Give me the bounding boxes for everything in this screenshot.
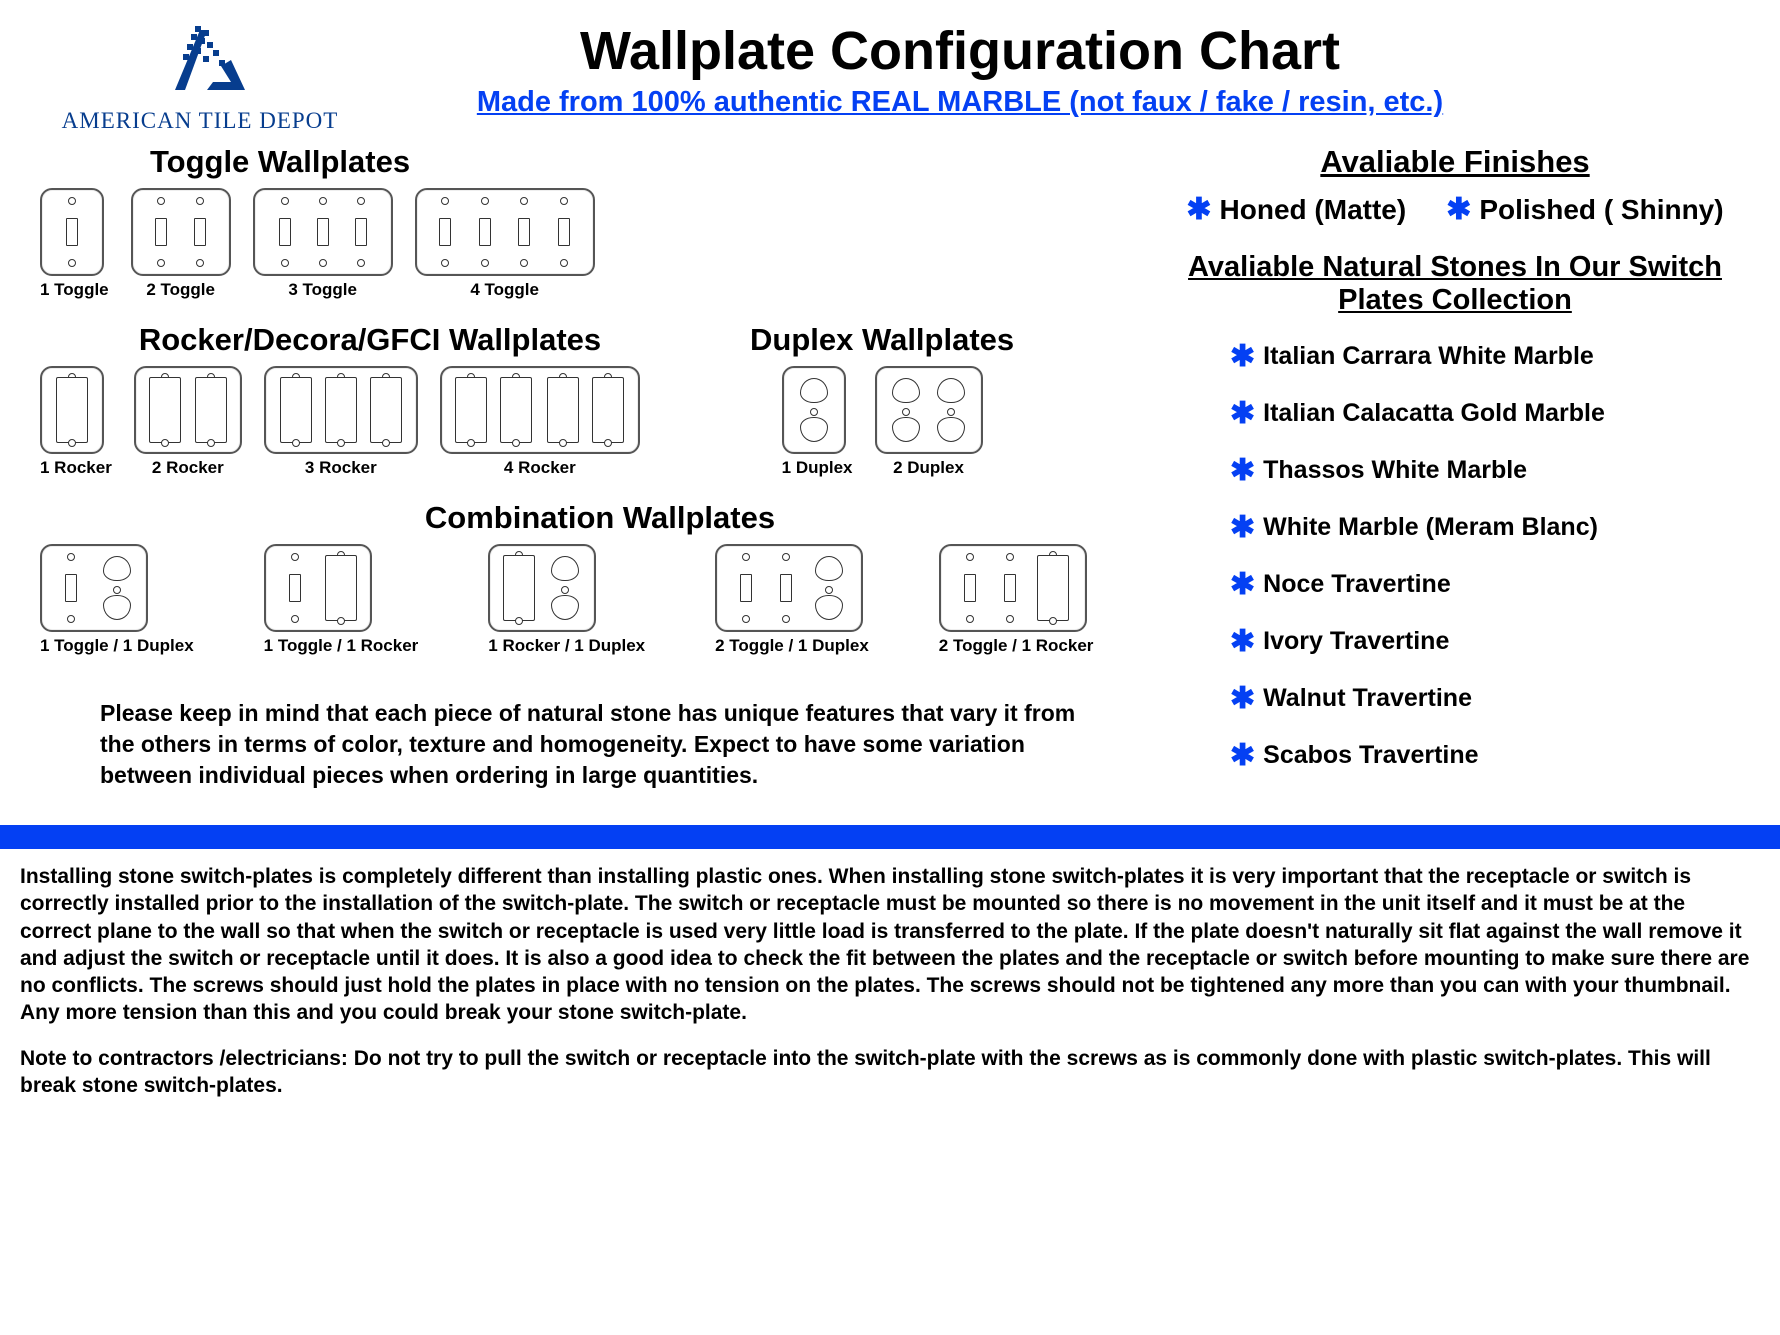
asterisk-icon: ✱	[1446, 192, 1471, 227]
asterisk-icon: ✱	[1230, 567, 1255, 602]
left-column: Toggle Wallplates 1 Toggle	[40, 144, 1160, 795]
variation-note: Please keep in mind that each piece of n…	[40, 678, 1160, 791]
plate-caption: 1 Rocker	[40, 458, 112, 478]
plate-rocker-2: 2 Rocker	[134, 366, 242, 478]
stone-item: ✱ Italian Carrara White Marble	[1230, 339, 1740, 374]
stone-item: ✱ White Marble (Meram Blanc)	[1230, 510, 1740, 545]
asterisk-icon: ✱	[1230, 738, 1255, 773]
asterisk-icon: ✱	[1230, 510, 1255, 545]
plate-caption: 1 Toggle / 1 Rocker	[264, 636, 419, 656]
finish-label: Polished ( Shinny)	[1479, 194, 1723, 226]
plate-combo-0: 1 Toggle / 1 Duplex	[40, 544, 194, 656]
logo-block: AMERICAN TILE DEPOT	[40, 20, 360, 134]
stone-item: ✱ Italian Calacatta Gold Marble	[1230, 396, 1740, 431]
plate-caption: 2 Rocker	[134, 458, 242, 478]
right-column: Avaliable Finishes ✱Honed (Matte) ✱Polis…	[1160, 144, 1740, 795]
footer-paragraph-1: Installing stone switch-plates is comple…	[20, 863, 1760, 1027]
plate-caption: 1 Duplex	[782, 458, 853, 478]
asterisk-icon: ✱	[1230, 396, 1255, 431]
stone-item: ✱ Walnut Travertine	[1230, 681, 1740, 716]
asterisk-icon: ✱	[1230, 681, 1255, 716]
page-title: Wallplate Configuration Chart	[360, 20, 1560, 82]
plate-combo-2: 1 Rocker / 1 Duplex	[488, 544, 645, 656]
asterisk-icon: ✱	[1230, 453, 1255, 488]
plate-caption: 2 Toggle	[131, 280, 231, 300]
plate-caption: 3 Rocker	[264, 458, 418, 478]
stone-label: Noce Travertine	[1263, 570, 1451, 599]
divider-bar	[0, 825, 1780, 849]
section-title-toggle: Toggle Wallplates	[40, 144, 1160, 180]
plate-caption: 2 Duplex	[875, 458, 983, 478]
logo-text: AMERICAN TILE DEPOT	[40, 108, 360, 134]
section-title-combination: Combination Wallplates	[40, 500, 1160, 536]
subtitle-link[interactable]: Made from 100% authentic REAL MARBLE (no…	[477, 86, 1443, 119]
plate-caption: 1 Toggle	[40, 280, 109, 300]
plate-combo-4: 2 Toggle / 1 Rocker	[939, 544, 1094, 656]
rocker-row: 1 Rocker 2 Rocker	[40, 366, 700, 478]
finish-item: ✱ Honed (Matte)	[1186, 192, 1406, 227]
content: Toggle Wallplates 1 Toggle	[0, 134, 1780, 795]
plate-caption: 2 Toggle / 1 Rocker	[939, 636, 1094, 656]
plate-caption: 4 Toggle	[415, 280, 595, 300]
stone-label: Thassos White Marble	[1263, 456, 1527, 485]
asterisk-icon: ✱	[1186, 192, 1211, 227]
plate-caption: 3 Toggle	[253, 280, 393, 300]
stone-label: Ivory Travertine	[1263, 627, 1449, 656]
section-title-duplex: Duplex Wallplates	[750, 322, 1014, 358]
stone-item: ✱ Ivory Travertine	[1230, 624, 1740, 659]
duplex-row: 1 Duplex 2 Duplex	[750, 366, 1014, 478]
asterisk-icon: ✱	[1230, 339, 1255, 374]
stones-list: ✱ Italian Carrara White Marble ✱ Italian C…	[1170, 339, 1740, 773]
footer-text: Installing stone switch-plates is comple…	[0, 863, 1780, 1099]
title-block: Wallplate Configuration Chart Made from …	[360, 20, 1740, 119]
stone-item: ✱ Scabos Travertine	[1230, 738, 1740, 773]
stone-item: ✱ Noce Travertine	[1230, 567, 1740, 602]
asterisk-icon: ✱	[1230, 624, 1255, 659]
plate-combo-1: 1 Toggle / 1 Rocker	[264, 544, 419, 656]
stone-label: White Marble (Meram Blanc)	[1263, 513, 1598, 542]
plate-toggle-4: 4 Toggle	[415, 188, 595, 300]
stone-label: Italian Calacatta Gold Marble	[1263, 399, 1605, 428]
stone-label: Scabos Travertine	[1263, 741, 1478, 770]
plate-combo-3: 2 Toggle / 1 Duplex	[715, 544, 869, 656]
plate-toggle-3: 3 Toggle	[253, 188, 393, 300]
plate-duplex-1: 1 Duplex	[782, 366, 853, 478]
plate-caption: 1 Toggle / 1 Duplex	[40, 636, 194, 656]
plate-rocker-3: 3 Rocker	[264, 366, 418, 478]
stone-item: ✱ Thassos White Marble	[1230, 453, 1740, 488]
finish-item: ✱Polished ( Shinny)	[1446, 192, 1723, 227]
toggle-row: 1 Toggle 2 Toggle 3 To	[40, 188, 1160, 300]
stone-label: Italian Carrara White Marble	[1263, 342, 1594, 371]
combination-row: 1 Toggle / 1 Duplex 1 Toggle / 1 Rocker …	[40, 544, 1160, 656]
footer-paragraph-2: Note to contractors /electricians: Do no…	[20, 1045, 1760, 1100]
plate-duplex-2: 2 Duplex	[875, 366, 983, 478]
header: AMERICAN TILE DEPOT Wallplate Configurat…	[0, 0, 1780, 134]
logo-icon	[145, 20, 255, 100]
plate-caption: 1 Rocker / 1 Duplex	[488, 636, 645, 656]
section-title-rocker: Rocker/Decora/GFCI Wallplates	[40, 322, 700, 358]
plate-caption: 4 Rocker	[440, 458, 640, 478]
section-title-finishes: Avaliable Finishes	[1170, 144, 1740, 180]
finish-label: Honed (Matte)	[1220, 194, 1407, 226]
plate-toggle-1: 1 Toggle	[40, 188, 109, 300]
stone-label: Walnut Travertine	[1263, 684, 1472, 713]
section-title-stones: Avaliable Natural Stones In Our Switch P…	[1170, 251, 1740, 317]
plate-rocker-1: 1 Rocker	[40, 366, 112, 478]
plate-toggle-2: 2 Toggle	[131, 188, 231, 300]
finishes-list: ✱Honed (Matte) ✱Polished ( Shinny)	[1170, 192, 1740, 227]
plate-caption: 2 Toggle / 1 Duplex	[715, 636, 869, 656]
plate-rocker-4: 4 Rocker	[440, 366, 640, 478]
